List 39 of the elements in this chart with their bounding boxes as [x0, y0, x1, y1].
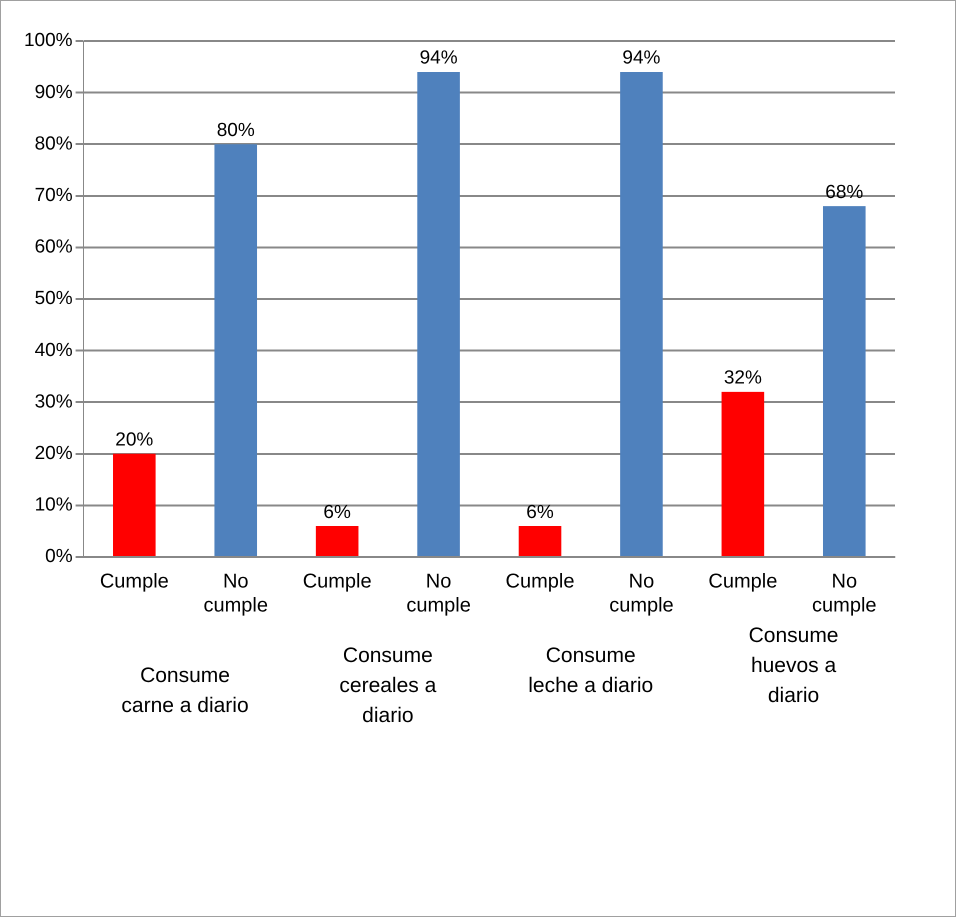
x-tick-label: Cumple	[302, 570, 372, 593]
x-tick-label: No cumple	[406, 570, 471, 617]
y-tick-label: 40%	[34, 340, 73, 361]
y-tick-label: 10%	[34, 494, 73, 516]
y-tick-label: 50%	[34, 288, 73, 310]
data-label: 32%	[724, 368, 762, 389]
y-tick-label: 90%	[34, 82, 73, 103]
bar	[316, 526, 358, 556]
x-tick-label: Cumple	[506, 570, 574, 593]
bar	[822, 206, 866, 556]
y-tick-label: 100%	[24, 30, 73, 52]
data-label: 6%	[526, 502, 554, 523]
x-tick-label: No cumple	[609, 570, 674, 617]
text: Consume huevos a diario	[748, 623, 840, 709]
data-label: 80%	[216, 120, 255, 141]
text: Consume cereales a diario	[338, 643, 438, 729]
y-tick-label: 30%	[34, 391, 73, 412]
y-tick-label: 60%	[34, 236, 73, 258]
data-label: 94%	[622, 48, 661, 69]
data-label: 94%	[420, 48, 458, 69]
x-tick-label: No cumple	[203, 570, 268, 617]
y-tick-label: 80%	[34, 133, 73, 154]
y-tick-label: 70%	[34, 185, 73, 206]
bar	[417, 72, 460, 556]
bar	[620, 72, 663, 556]
y-tick-label: 0%	[45, 546, 73, 568]
x-tick-label: Cumple	[100, 570, 169, 593]
data-label: 68%	[825, 182, 864, 203]
bar	[214, 144, 258, 556]
bar	[722, 392, 764, 556]
bar	[113, 454, 156, 556]
bar	[518, 526, 562, 556]
data-label: 6%	[323, 502, 351, 523]
x-tick-label: Cumple	[708, 570, 778, 593]
x-tick-label: No cumple	[812, 570, 877, 617]
text: Consume carne a diario	[120, 663, 250, 719]
data-label: 20%	[115, 430, 154, 451]
text: Consume leche a diario	[527, 643, 654, 699]
y-tick-label: 20%	[34, 443, 73, 464]
